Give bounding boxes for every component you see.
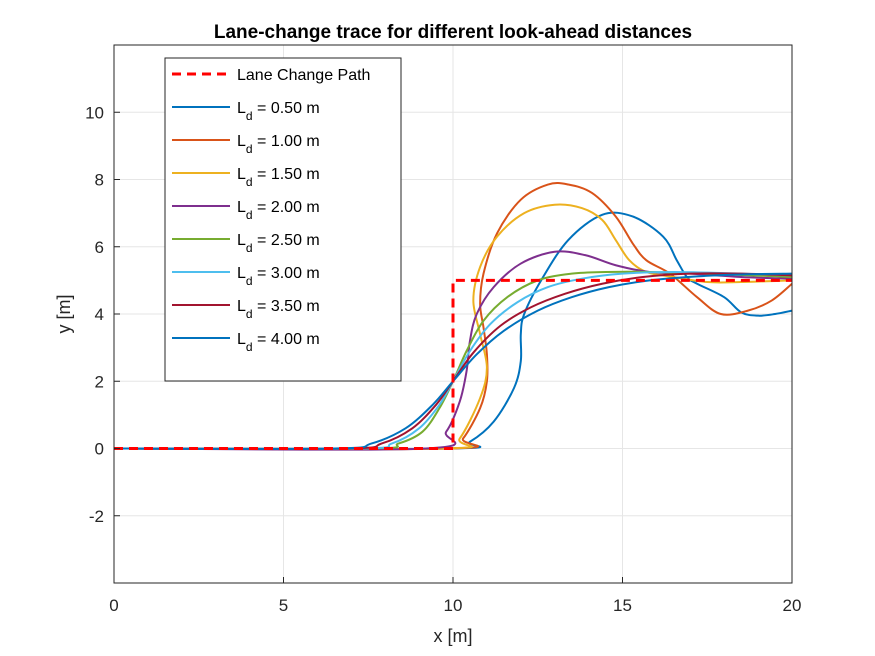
y-tick-label: 10 [85, 103, 104, 122]
legend-label-main: L [237, 331, 246, 348]
legend-label-5: Ld = 2.50 m [237, 232, 320, 255]
series-line-0 [114, 278, 792, 450]
legend-label-8: Ld = 4.00 m [237, 331, 320, 354]
y-tick-label: 4 [95, 305, 104, 324]
legend-label-main: L [237, 199, 246, 216]
legend-label-rest: = 4.00 m [253, 331, 320, 348]
legend-label-rest: = 0.50 m [253, 100, 320, 117]
legend-label-subscript: d [246, 142, 253, 156]
legend-label-subscript: d [246, 274, 253, 288]
legend-label-subscript: d [246, 175, 253, 189]
legend-label-subscript: d [246, 109, 253, 123]
y-tick-label: -2 [89, 507, 104, 526]
legend-label-subscript: d [246, 307, 253, 321]
legend-label-7: Ld = 3.50 m [237, 298, 320, 321]
legend-box [164, 57, 402, 382]
legend-label-main: L [237, 298, 246, 315]
series-line-8 [113, 272, 793, 450]
legend-label-rest: = 1.00 m [253, 133, 320, 150]
legend-label-main: L [237, 100, 246, 117]
y-tick-label: 6 [95, 238, 104, 257]
series-line-5 [113, 270, 793, 450]
series-line-1 [113, 211, 793, 450]
y-tick-label: 8 [95, 171, 104, 190]
y-axis-label: y [m] [54, 295, 74, 334]
legend-label-main: L [237, 232, 246, 249]
legend-label-rest: = 3.00 m [253, 265, 320, 282]
x-tick-label: 0 [109, 596, 118, 615]
ticks: 0 5 10 15 20 -2 0 2 4 6 8 10 [85, 103, 801, 615]
legend-label-subscript: d [246, 241, 253, 255]
legend-label-6: Ld = 3.00 m [237, 265, 320, 288]
legend-label-1: Ld = 0.50 m [237, 100, 320, 123]
series-line-7 [113, 272, 793, 450]
legend-label-2: Ld = 1.00 m [237, 133, 320, 156]
legend-label-rest: = 1.50 m [253, 166, 320, 183]
series-line-6 [113, 270, 793, 450]
legend-label-main: L [237, 166, 246, 183]
legend-label-main: L [237, 265, 246, 282]
x-tick-label: 10 [444, 596, 463, 615]
legend-label-0: Lane Change Path [237, 67, 370, 84]
x-axis-label: x [m] [434, 626, 473, 646]
x-tick-label: 15 [613, 596, 632, 615]
x-tick-label: 20 [783, 596, 802, 615]
x-tick-label: 5 [279, 596, 288, 615]
y-tick-label: 2 [95, 372, 104, 391]
legend-label-rest: = 2.00 m [253, 199, 320, 216]
legend-label-main: Lane Change Path [237, 67, 370, 84]
legend-label-rest: = 2.50 m [253, 232, 320, 249]
legend-label-main: L [237, 133, 246, 150]
chart-title: Lane-change trace for different look-ahe… [214, 22, 692, 43]
legend-label-3: Ld = 1.50 m [237, 166, 320, 189]
legend-label-4: Ld = 2.00 m [237, 199, 320, 222]
series-line-2 [113, 182, 793, 451]
legend-label-subscript: d [246, 208, 253, 222]
legend-label-subscript: d [246, 340, 253, 354]
legend-label-rest: = 3.50 m [253, 298, 320, 315]
y-tick-label: 0 [95, 440, 104, 459]
series-layer [113, 182, 793, 451]
